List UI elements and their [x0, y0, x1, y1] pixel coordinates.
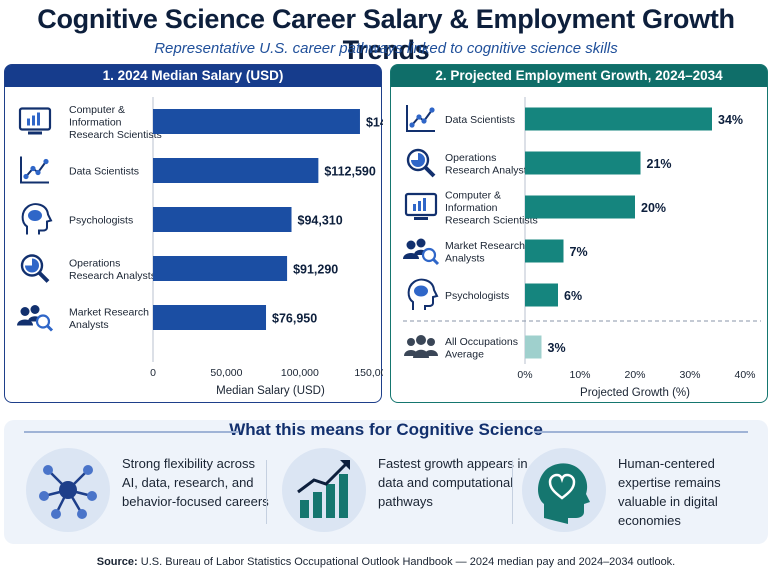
x-axis-title: Projected Growth (%): [580, 387, 690, 399]
value-label: $91,290: [293, 263, 338, 277]
bar: [153, 305, 267, 330]
head-brain-icon: [21, 203, 53, 235]
monitor-chart-icon: [404, 192, 438, 220]
category-label: Computer &: [69, 104, 125, 116]
salary-chart: 0 50,000 100,000 150,000 Median Salary (USD)…: [17, 97, 383, 397]
x-tick-label: 0: [150, 367, 156, 379]
people-search-icon: [17, 305, 54, 332]
title-rule-left: [24, 431, 238, 433]
category-label: Average: [445, 348, 484, 360]
value-label: $94,310: [298, 214, 343, 228]
divider: [512, 460, 513, 524]
bar: [153, 109, 360, 134]
takeaway-text: Human-centered expertise remains valuabl…: [618, 456, 721, 528]
category-label: Analysts: [69, 319, 109, 331]
category-label: Operations: [69, 257, 120, 269]
growth-bars-icon: [282, 448, 366, 532]
takeaways-title: What this means for Cognitive Science: [4, 420, 768, 440]
growth-chart-title: 2. Projected Employment Growth, 2024–203…: [391, 65, 767, 87]
growth-chart: 0% 10% 20% 30% 40% Projected Growth (%) Data S…: [403, 97, 761, 399]
value-label: 3%: [548, 341, 566, 355]
x-tick-label: 150,000: [354, 367, 383, 379]
value-label: 7%: [570, 245, 588, 259]
value-label: 20%: [641, 201, 666, 215]
x-axis-title: Median Salary (USD): [216, 385, 325, 397]
category-label: Analysts: [445, 252, 485, 264]
salary-chart-title: 1. 2024 Median Salary (USD): [5, 65, 381, 87]
category-label: Research Scientists: [445, 215, 538, 227]
value-label: $140,910: [366, 116, 383, 130]
category-label: Research Analysts: [445, 164, 532, 176]
category-label: Market Research: [445, 240, 525, 252]
magnifier-pie-icon: [406, 148, 436, 178]
category-label: Research Analysts: [69, 270, 156, 282]
source-note: Source: U.S. Bureau of Labor Statistics …: [0, 556, 772, 568]
takeaway-text: Fastest growth appears in data and compu…: [378, 456, 528, 509]
takeaway-text: Strong flexibility across AI, data, rese…: [122, 456, 269, 509]
takeaway-card-human: Human-centered expertise remains valuabl…: [514, 446, 764, 538]
people-group-icon: [404, 335, 438, 358]
x-tick-label: 20%: [624, 369, 645, 381]
bar: [525, 107, 712, 131]
category-label: Psychologists: [69, 215, 133, 227]
source-text: U.S. Bureau of Labor Statistics Occupati…: [140, 556, 676, 568]
network-icon: [26, 448, 110, 532]
category-label: All Occupations: [445, 336, 518, 348]
people-search-icon: [403, 238, 440, 266]
category-label: Market Research: [69, 306, 149, 318]
head-heart-icon: [522, 448, 606, 532]
bar: [153, 158, 319, 183]
x-tick-label: 40%: [734, 369, 755, 381]
x-tick-label: 100,000: [281, 367, 319, 379]
category-label: Data Scientists: [445, 114, 515, 126]
value-label: $76,950: [272, 312, 317, 326]
value-label: 21%: [647, 157, 672, 171]
bar: [525, 239, 564, 263]
category-label: Information: [445, 202, 498, 214]
monitor-chart-icon: [18, 107, 52, 135]
source-label: Source:: [96, 556, 138, 568]
title-rule-right: [534, 431, 748, 433]
bar: [525, 195, 635, 219]
x-tick-label: 10%: [569, 369, 590, 381]
bar: [153, 207, 292, 232]
bar: [153, 256, 288, 281]
head-brain-icon: [407, 278, 439, 310]
salary-chart-panel: 1. 2024 Median Salary (USD) 0 50,000 100,0…: [4, 64, 383, 403]
category-label: Information: [69, 117, 122, 129]
takeaway-card-growth: Fastest growth appears in data and compu…: [274, 446, 528, 538]
bar: [525, 335, 542, 359]
trend-line-icon: [406, 105, 435, 132]
magnifier-pie-icon: [20, 254, 50, 283]
divider: [266, 460, 267, 524]
category-label: Data Scientists: [69, 166, 139, 178]
value-label: 6%: [564, 289, 582, 303]
trend-line-icon: [20, 156, 49, 184]
value-label: 34%: [718, 113, 743, 127]
takeaway-card-flexibility: Strong flexibility across AI, data, rese…: [18, 446, 269, 538]
value-label: $112,590: [324, 165, 375, 179]
takeaways-section: What this means for Cognitive Science St…: [4, 420, 768, 544]
page-subtitle: Representative U.S. career pathways link…: [154, 40, 618, 57]
bar: [525, 151, 641, 175]
category-label: Operations: [445, 152, 496, 164]
category-label: Research Scientists: [69, 129, 162, 141]
page-title: Cognitive Science Career Salary & Employ…: [37, 4, 735, 65]
growth-chart-panel: 2. Projected Employment Growth, 2024–203…: [390, 64, 768, 403]
takeaways-title-text: What this means for Cognitive Science: [229, 420, 543, 439]
x-tick-label: 30%: [679, 369, 700, 381]
x-tick-label: 50,000: [210, 367, 242, 379]
bar: [525, 283, 558, 307]
category-label: Computer &: [445, 190, 501, 202]
category-label: Psychologists: [445, 290, 509, 302]
x-tick-label: 0%: [517, 369, 532, 381]
